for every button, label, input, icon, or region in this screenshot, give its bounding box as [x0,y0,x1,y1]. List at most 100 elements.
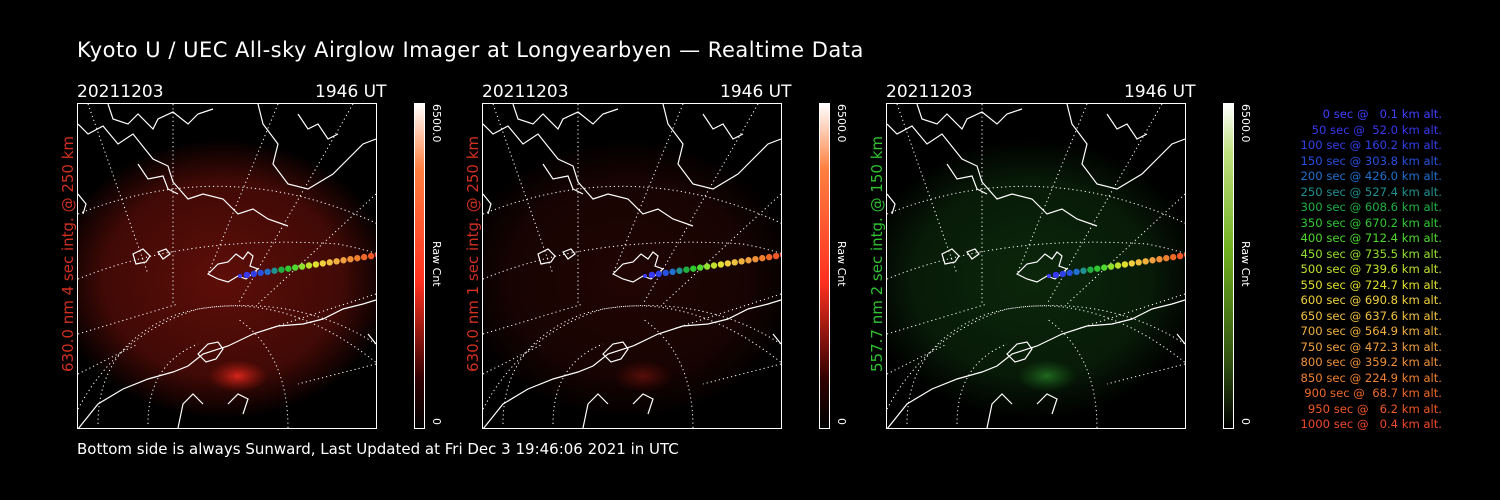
trajectory-point [1135,259,1142,266]
colorbar-min-label: 0 [835,418,848,425]
colorbar [1223,103,1234,429]
trajectory-point [271,267,278,274]
trajectory-point [354,254,361,262]
legend-entry: 950 sec @ 6.2 km alt. [1304,401,1442,416]
trajectory-point [655,270,662,278]
legend-entry: 400 sec @ 712.4 km alt. [1296,231,1442,245]
colorbar-unit-label: Raw Cnt [835,241,848,287]
legend-entry: 500 sec @ 739.6 km alt. [1296,262,1442,276]
trajectory-point [333,258,340,265]
legend-entry: 900 sec @ 68.7 km alt. [1300,386,1442,400]
trajectory-point [676,267,683,274]
trajectory-point [285,265,292,272]
legend-entry: 800 sec @ 359.2 km alt. [1296,355,1442,369]
trajectory-point [278,266,285,273]
trajectory-point [1080,267,1087,274]
trajectory-point [1052,271,1060,279]
colorbar-max-label: 6500.0 [1239,104,1252,143]
trajectory-point [1142,258,1149,265]
trajectory-point [305,262,313,269]
trajectory-point [759,254,766,262]
trajectory-point [1047,274,1051,278]
trajectory-point [1163,254,1170,262]
trajectory-point [731,259,738,266]
legend-entry: 0 sec @ 0.1 km alt. [1311,107,1442,121]
trajectory-point [683,266,690,273]
panel-date: 20211203 [886,82,973,102]
colorbar [819,103,830,429]
panel-time: 1946 UT [720,82,792,102]
trajectory-legend: 0 sec @ 0.1 km alt. 50 sec @ 52.0 km alt… [1262,107,1442,433]
trajectory-point [717,261,725,268]
trajectory-point [367,252,375,260]
trajectory-point [312,261,320,268]
trajectory-point [738,258,745,265]
trajectory-point [1170,253,1177,261]
legend-entry: 750 sec @ 472.3 km alt. [1296,339,1442,354]
trajectory-point [1114,262,1122,269]
legend-entry: 450 sec @ 735.5 km alt. [1296,246,1442,261]
trajectory-point [703,263,711,270]
colorbar-unit-label: Raw Cnt [1239,241,1252,287]
trajectory-point [1156,256,1163,263]
trajectory-point [264,268,271,275]
trajectory-point [772,252,780,260]
colorbar-max-label: 6500.0 [430,104,443,143]
panel-channel-label: 557.7 nm 2 sec intg. @ 150 km [868,135,886,372]
allsky-image-panel [77,103,377,429]
trajectory-point [1101,264,1108,271]
trajectory-point [250,270,257,278]
trajectory-point [326,259,333,266]
trajectory-point [347,256,354,263]
trajectory-point [745,257,752,264]
trajectory-point [710,262,718,269]
trajectory-point [779,252,781,258]
legend-entry: 700 sec @ 564.9 km alt. [1296,324,1442,338]
legend-entry: 350 sec @ 670.2 km alt. [1296,215,1442,230]
legend-entry: 600 sec @ 690.8 km alt. [1296,293,1442,307]
trajectory-point [1183,252,1185,258]
legend-entry: 550 sec @ 724.7 km alt. [1296,277,1442,292]
trajectory-point [1128,260,1135,267]
page-title: Kyoto U / UEC All-sky Airglow Imager at … [77,38,864,62]
trajectory-point [374,252,376,258]
trajectory-point [690,265,697,272]
panel-channel-label: 630.0 nm 4 sec intg. @ 250 km [59,135,77,372]
trajectory-point [1121,261,1129,268]
trajectory-point [1149,257,1156,264]
legend-entry: 100 sec @ 160.2 km alt. [1296,138,1442,152]
legend-entry: 150 sec @ 303.8 km alt. [1296,153,1442,168]
trajectory-point [648,271,656,279]
allsky-image-panel [482,103,782,429]
trajectory-point [238,274,242,278]
legend-entry: 850 sec @ 224.9 km alt. [1296,370,1442,385]
colorbar-max-label: 6500.0 [835,104,848,143]
trajectory-point [298,263,306,270]
legend-entry: 200 sec @ 426.0 km alt. [1296,169,1442,183]
trajectory-point [1066,269,1073,277]
trajectory-point [340,257,347,264]
trajectory-point [1176,252,1184,260]
trajectory-point [697,264,704,271]
colorbar [414,103,425,429]
trajectory-point [1087,266,1094,273]
trajectory-point [292,264,299,271]
footer-note: Bottom side is always Sunward, Last Upda… [77,440,679,458]
colorbar-unit-label: Raw Cnt [430,241,443,287]
legend-entry: 1000 sec @ 0.4 km alt. [1300,417,1442,431]
trajectory-point [361,253,368,261]
trajectory-point [669,268,676,275]
trajectory-point [1094,265,1101,272]
legend-entry: 50 sec @ 52.0 km alt. [1304,122,1442,137]
panel-date: 20211203 [482,82,569,102]
trajectory-point [1073,268,1080,275]
panel-date: 20211203 [77,82,164,102]
panel-time: 1946 UT [1124,82,1196,102]
trajectory-point [257,269,264,277]
trajectory-point [243,271,251,279]
trajectory-point [766,253,773,261]
trajectory-point [643,274,647,278]
panel-channel-label: 630.0 nm 1 sec intg. @ 250 km [464,135,482,372]
trajectory-point [752,256,759,263]
panel-time: 1946 UT [315,82,387,102]
